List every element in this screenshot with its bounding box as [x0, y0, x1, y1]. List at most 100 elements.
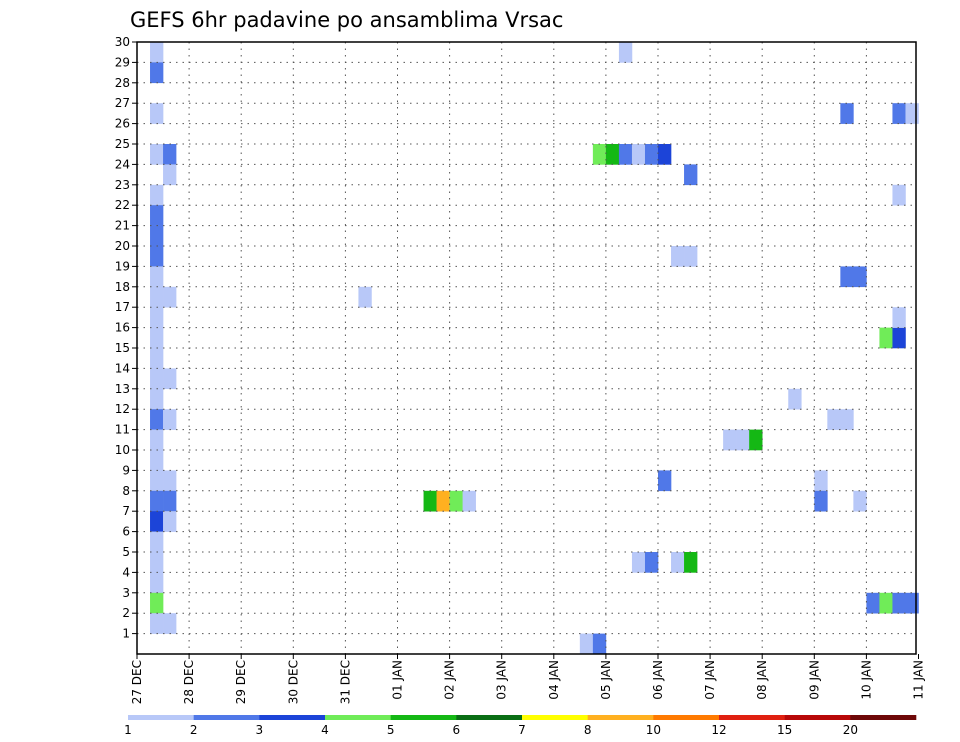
x-tick-label: 01 JAN: [391, 660, 405, 700]
heatmap-cell: [163, 144, 177, 165]
y-tick-label: 23: [115, 178, 130, 192]
y-tick-label: 19: [115, 259, 130, 273]
x-tick-label: 03 JAN: [495, 660, 509, 700]
heatmap-cell: [684, 164, 698, 186]
y-tick-label: 14: [115, 361, 130, 375]
heatmap-cell: [150, 388, 164, 410]
heatmap-cell: [163, 613, 177, 634]
heatmap-cell: [449, 490, 463, 512]
heatmap-cell: [631, 552, 646, 573]
y-tick-label: 17: [115, 300, 130, 314]
heatmap-cell: [150, 470, 164, 492]
heatmap-cell: [853, 490, 867, 512]
heatmap-cell: [579, 633, 594, 655]
colorbar-segment: [193, 715, 260, 720]
heatmap-cell: [814, 470, 828, 492]
heatmap-cell: [150, 613, 164, 634]
heatmap-cell: [150, 62, 164, 84]
x-tick-label: 08 JAN: [755, 660, 769, 700]
y-tick-label: 8: [122, 484, 130, 498]
x-tick-label: 28 DEC: [182, 660, 196, 704]
y-tick-label: 27: [115, 96, 130, 110]
y-tick-label: 5: [122, 545, 130, 559]
colorbar-segment: [784, 715, 851, 720]
y-tick-label: 10: [115, 443, 130, 457]
heatmap-cell: [150, 450, 164, 471]
colorbar-label: 8: [584, 723, 592, 737]
heatmap-cell: [618, 144, 633, 165]
heatmap-cell: [840, 266, 854, 288]
heatmap-cell: [150, 429, 164, 451]
y-tick-label: 29: [115, 55, 130, 69]
heatmap-cell: [644, 144, 659, 165]
heatmap-cell: [631, 144, 646, 165]
heatmap-cell: [866, 592, 880, 614]
colorbar-label: 10: [646, 723, 661, 737]
heatmap-cell: [163, 164, 177, 186]
heatmap-cell: [163, 368, 177, 390]
y-tick-label: 21: [115, 219, 130, 233]
heatmap-cell: [163, 409, 177, 430]
heatmap-cell: [905, 103, 919, 124]
colorbar-label: 5: [387, 723, 395, 737]
x-tick-label: 05 JAN: [599, 660, 613, 700]
x-tick-label: 31 DEC: [338, 660, 352, 704]
heatmap-cell: [879, 327, 893, 349]
heatmap-cell: [150, 552, 164, 573]
heatmap-cell: [892, 307, 906, 328]
heatmap-cell: [150, 266, 164, 288]
heatmap-cell: [150, 225, 164, 247]
x-tick-label: 09 JAN: [807, 660, 821, 700]
colorbar-label: 3: [256, 723, 264, 737]
colorbar-segment: [719, 715, 785, 720]
heatmap-cell: [892, 592, 906, 614]
colorbar-label: 12: [711, 723, 726, 737]
chart-title: GEFS 6hr padavine po ansamblima Vrsac: [130, 8, 563, 32]
y-tick-label: 16: [115, 321, 130, 335]
heatmap-cell: [618, 42, 633, 63]
heatmap-cell: [684, 552, 698, 573]
heatmap-cell: [150, 286, 164, 308]
heatmap-cell: [150, 42, 164, 63]
heatmap-cell: [788, 388, 802, 410]
heatmap-cell: [163, 511, 177, 532]
heatmap-cell: [736, 429, 750, 451]
heatmap-cell: [150, 103, 164, 124]
heatmap-cell: [671, 552, 685, 573]
heatmap-cell: [840, 103, 854, 124]
heatmap-cell: [150, 531, 164, 553]
y-tick-label: 3: [122, 586, 130, 600]
colorbar-segment: [653, 715, 720, 720]
heatmap-cell: [853, 266, 867, 288]
heatmap-cell: [723, 429, 737, 451]
colorbar-segment: [522, 715, 588, 720]
heatmap-cell: [462, 490, 476, 512]
colorbar-label: 1: [124, 723, 132, 737]
y-tick-label: 11: [115, 423, 130, 437]
heatmap-cell: [163, 286, 177, 308]
heatmap-cell: [605, 144, 620, 165]
heatmap-cell: [150, 409, 164, 430]
heatmap-cell: [423, 490, 437, 512]
y-tick-label: 4: [122, 565, 130, 579]
colorbar-label: 15: [777, 723, 792, 737]
plot-frame: [136, 41, 917, 655]
colorbar-label: 20: [843, 723, 858, 737]
y-tick-label: 13: [115, 382, 130, 396]
colorbar-label: 6: [453, 723, 461, 737]
y-tick-label: 18: [115, 280, 130, 294]
x-tick-label: 02 JAN: [443, 660, 457, 700]
heatmap-cell: [150, 511, 164, 532]
y-tick-label: 15: [115, 341, 130, 355]
y-tick-label: 28: [115, 76, 130, 90]
y-tick-label: 20: [115, 239, 130, 253]
heatmap-cell: [150, 307, 164, 328]
heatmap-cell: [644, 552, 659, 573]
y-tick-label: 30: [115, 35, 130, 49]
x-tick-label: 10 JAN: [859, 660, 873, 700]
heatmap-cell: [150, 184, 164, 206]
x-tick-label: 29 DEC: [234, 660, 248, 704]
x-tick-label: 04 JAN: [547, 660, 561, 700]
heatmap-cell: [592, 633, 607, 655]
heatmap-cell: [150, 144, 164, 165]
